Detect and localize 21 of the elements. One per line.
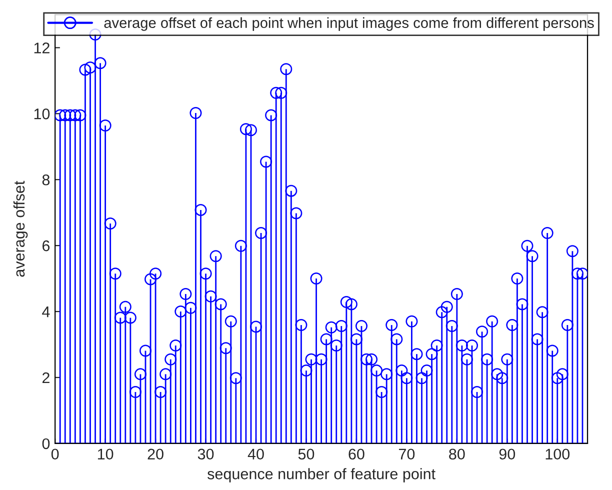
y-tick-label: 8 bbox=[42, 174, 50, 186]
y-tick-label: 2 bbox=[42, 372, 50, 384]
x-tick-label: 70 bbox=[398, 448, 415, 460]
x-tick-label: 100 bbox=[546, 448, 570, 460]
x-axis-title: sequence number of feature point bbox=[208, 468, 436, 482]
y-tick-label: 0 bbox=[42, 438, 50, 450]
x-tick-label: 90 bbox=[499, 448, 516, 460]
x-tick-label: 60 bbox=[348, 448, 364, 460]
y-tick-label: 12 bbox=[34, 42, 50, 54]
x-tick-label: 30 bbox=[198, 448, 214, 460]
legend-label: average offset of each point when input images come from different persons bbox=[104, 17, 594, 31]
y-tick-label: 6 bbox=[42, 240, 50, 252]
x-tick-label: 10 bbox=[98, 448, 114, 460]
y-tick-label: 4 bbox=[42, 306, 50, 318]
y-axis-title: average offset bbox=[13, 180, 28, 277]
y-tick-label: 10 bbox=[34, 108, 50, 120]
x-tick-label: 40 bbox=[248, 448, 264, 460]
x-tick-label: 0 bbox=[51, 448, 59, 460]
x-tick-label: 80 bbox=[449, 448, 465, 460]
x-tick-label: 50 bbox=[298, 448, 314, 460]
x-tick-label: 20 bbox=[148, 448, 164, 460]
